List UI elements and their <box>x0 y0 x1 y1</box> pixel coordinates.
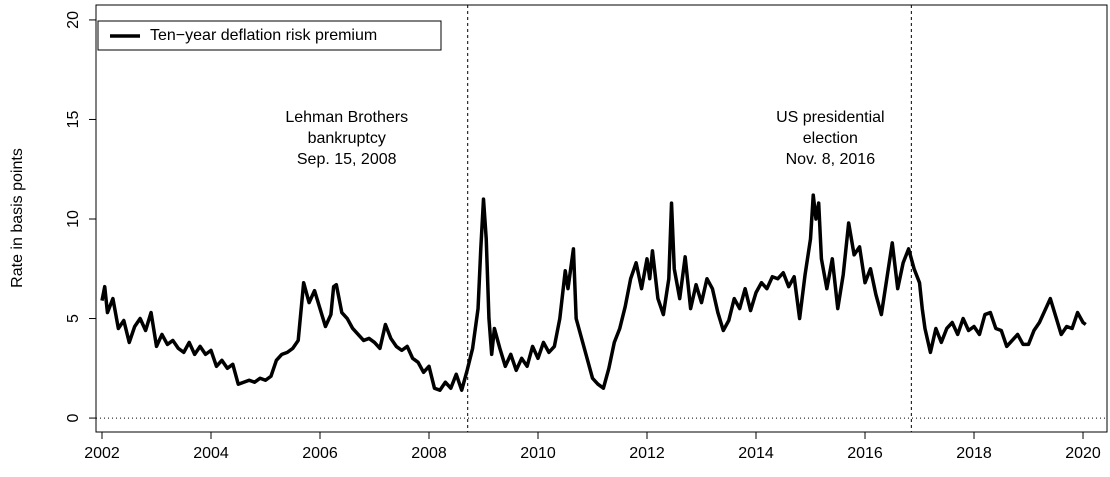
x-tick-label: 2002 <box>84 445 120 462</box>
y-tick-label: 20 <box>65 11 82 29</box>
x-tick-label: 2010 <box>520 445 556 462</box>
y-tick-label: 15 <box>65 110 82 128</box>
x-tick-label: 2020 <box>1065 445 1101 462</box>
x-tick-label: 2006 <box>302 445 338 462</box>
legend-label: Ten−year deflation risk premium <box>150 27 377 44</box>
data-line <box>100 193 1087 392</box>
event-label: US presidential <box>776 109 885 126</box>
event-label: Nov. 8, 2016 <box>786 151 876 168</box>
x-tick-label: 2018 <box>956 445 992 462</box>
legend-box <box>97 20 442 51</box>
x-tick-label: 2008 <box>411 445 447 462</box>
plot-frame <box>95 4 1108 433</box>
y-axis-label: Rate in basis points <box>9 148 26 288</box>
event-label: election <box>803 130 858 147</box>
x-tick-label: 2012 <box>629 445 665 462</box>
y-tick-label: 10 <box>65 210 82 228</box>
x-tick-label: 2014 <box>738 445 774 462</box>
x-tick-label: 2004 <box>193 445 229 462</box>
y-tick-label: 5 <box>65 314 82 323</box>
y-tick-label: 0 <box>65 414 82 423</box>
event-label: Sep. 15, 2008 <box>297 151 397 168</box>
x-tick-label: 2016 <box>847 445 883 462</box>
event-label: Lehman Brothers <box>285 109 408 126</box>
event-label: bankruptcy <box>308 130 386 147</box>
